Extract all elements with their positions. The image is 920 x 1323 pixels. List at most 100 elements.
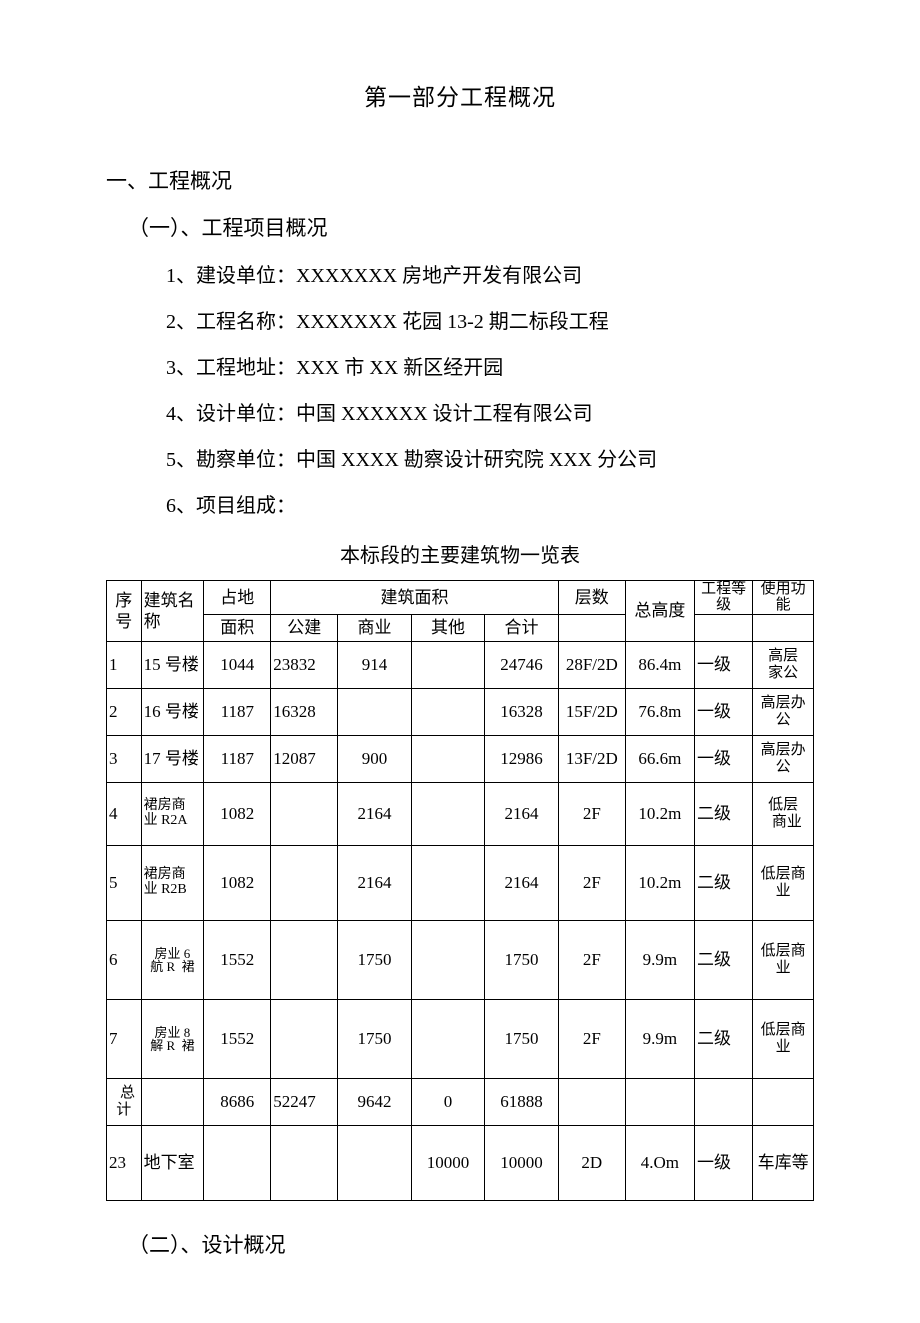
cell-area: 1552 (204, 999, 271, 1078)
cell-area: 8686 (204, 1078, 271, 1125)
subsection-heading-2: （二）、设计概况 (128, 1229, 814, 1263)
cell-seq: 23 (107, 1125, 142, 1200)
info-line-2: 2、工程名称：XXXXXXX 花园 13-2 期二标段工程 (166, 306, 814, 338)
cell-height: 9.9m (625, 999, 694, 1078)
cell-area (204, 1125, 271, 1200)
cell-name: 裙房商业 R2A (141, 782, 204, 845)
th-grade: 工程等级 (694, 580, 752, 614)
th-func: 使用功能 (753, 580, 814, 614)
cell-floors: 15F/2D (558, 688, 625, 735)
cell-pub (271, 782, 338, 845)
cell-biz: 9642 (338, 1078, 412, 1125)
cell-name: 16 号楼 (141, 688, 204, 735)
table-row: 总计8686522479642061888 (107, 1078, 814, 1125)
table-header-row-2: 面积 公建 商业 其他 合计 (107, 614, 814, 641)
cell-area: 1187 (204, 688, 271, 735)
cell-floors (558, 1078, 625, 1125)
cell-height: 86.4m (625, 641, 694, 688)
cell-pub: 23832 (271, 641, 338, 688)
cell-area: 1082 (204, 782, 271, 845)
document-title: 第一部分工程概况 (106, 80, 814, 117)
cell-name: 15 号楼 (141, 641, 204, 688)
cell-other (411, 845, 485, 920)
cell-grade: 一级 (694, 688, 752, 735)
cell-name (141, 1078, 204, 1125)
th-height: 总高度 (625, 580, 694, 641)
buildings-table: 序号 建筑名称 占地 建筑面积 层数 总高度 工程等级 使用功能 面积 公建 商… (106, 580, 814, 1201)
cell-seq: 1 (107, 641, 142, 688)
cell-height: 9.9m (625, 920, 694, 999)
cell-func: 高层家公 (753, 641, 814, 688)
th-biz: 商业 (338, 614, 412, 641)
cell-func: 低层 商业 (753, 782, 814, 845)
cell-name: 房业 6航 R 裙 (141, 920, 204, 999)
cell-name: 17 号楼 (141, 735, 204, 782)
cell-grade: 一级 (694, 1125, 752, 1200)
cell-area: 1552 (204, 920, 271, 999)
table-row: 6房业 6航 R 裙1552175017502F9.9m二级低层商业 (107, 920, 814, 999)
cell-pub (271, 1125, 338, 1200)
th-func-blank (753, 614, 814, 641)
cell-sum: 61888 (485, 1078, 559, 1125)
cell-seq: 2 (107, 688, 142, 735)
th-pub: 公建 (271, 614, 338, 641)
cell-other (411, 782, 485, 845)
cell-height: 10.2m (625, 782, 694, 845)
table-caption: 本标段的主要建筑物一览表 (106, 540, 814, 572)
cell-area: 1082 (204, 845, 271, 920)
cell-area: 1044 (204, 641, 271, 688)
cell-other: 0 (411, 1078, 485, 1125)
cell-sum: 1750 (485, 999, 559, 1078)
cell-other (411, 688, 485, 735)
cell-name: 地下室 (141, 1125, 204, 1200)
cell-name: 房业 8解 R 裙 (141, 999, 204, 1078)
cell-func: 低层商业 (753, 999, 814, 1078)
cell-grade (694, 1078, 752, 1125)
cell-sum: 1750 (485, 920, 559, 999)
cell-other: 10000 (411, 1125, 485, 1200)
cell-floors: 2F (558, 920, 625, 999)
cell-floors: 2D (558, 1125, 625, 1200)
cell-grade: 二级 (694, 920, 752, 999)
cell-floors: 13F/2D (558, 735, 625, 782)
cell-floors: 2F (558, 782, 625, 845)
cell-seq: 总计 (107, 1078, 142, 1125)
th-other: 其他 (411, 614, 485, 641)
cell-sum: 10000 (485, 1125, 559, 1200)
cell-pub (271, 845, 338, 920)
cell-func: 低层商业 (753, 920, 814, 999)
cell-biz: 900 (338, 735, 412, 782)
cell-sum: 2164 (485, 845, 559, 920)
cell-name: 裙房商业 R2B (141, 845, 204, 920)
cell-height (625, 1078, 694, 1125)
cell-sum: 16328 (485, 688, 559, 735)
cell-biz: 1750 (338, 920, 412, 999)
cell-biz: 2164 (338, 782, 412, 845)
cell-floors: 2F (558, 845, 625, 920)
cell-seq: 5 (107, 845, 142, 920)
cell-pub: 16328 (271, 688, 338, 735)
cell-sum: 24746 (485, 641, 559, 688)
cell-grade: 二级 (694, 999, 752, 1078)
th-area-group: 建筑面积 (271, 580, 559, 614)
cell-height: 4.Om (625, 1125, 694, 1200)
cell-height: 76.8m (625, 688, 694, 735)
table-row: 23地下室10000100002D4.Om一级车库等 (107, 1125, 814, 1200)
cell-func (753, 1078, 814, 1125)
cell-biz (338, 688, 412, 735)
cell-grade: 二级 (694, 782, 752, 845)
cell-biz: 2164 (338, 845, 412, 920)
cell-sum: 12986 (485, 735, 559, 782)
th-land: 占地 (204, 580, 271, 614)
table-row: 317 号楼1187120879001298613F/2D66.6m一级高层办公 (107, 735, 814, 782)
cell-biz (338, 1125, 412, 1200)
table-row: 115 号楼1044238329142474628F/2D86.4m一级高层家公 (107, 641, 814, 688)
th-name: 建筑名称 (141, 580, 204, 641)
info-line-6: 6、项目组成： (166, 490, 814, 522)
cell-grade: 二级 (694, 845, 752, 920)
cell-seq: 3 (107, 735, 142, 782)
section-heading-1: 一、工程概况 (106, 165, 814, 199)
info-line-5: 5、勘察单位：中国 XXXX 勘察设计研究院 XXX 分公司 (166, 444, 814, 476)
cell-other (411, 641, 485, 688)
cell-grade: 一级 (694, 641, 752, 688)
